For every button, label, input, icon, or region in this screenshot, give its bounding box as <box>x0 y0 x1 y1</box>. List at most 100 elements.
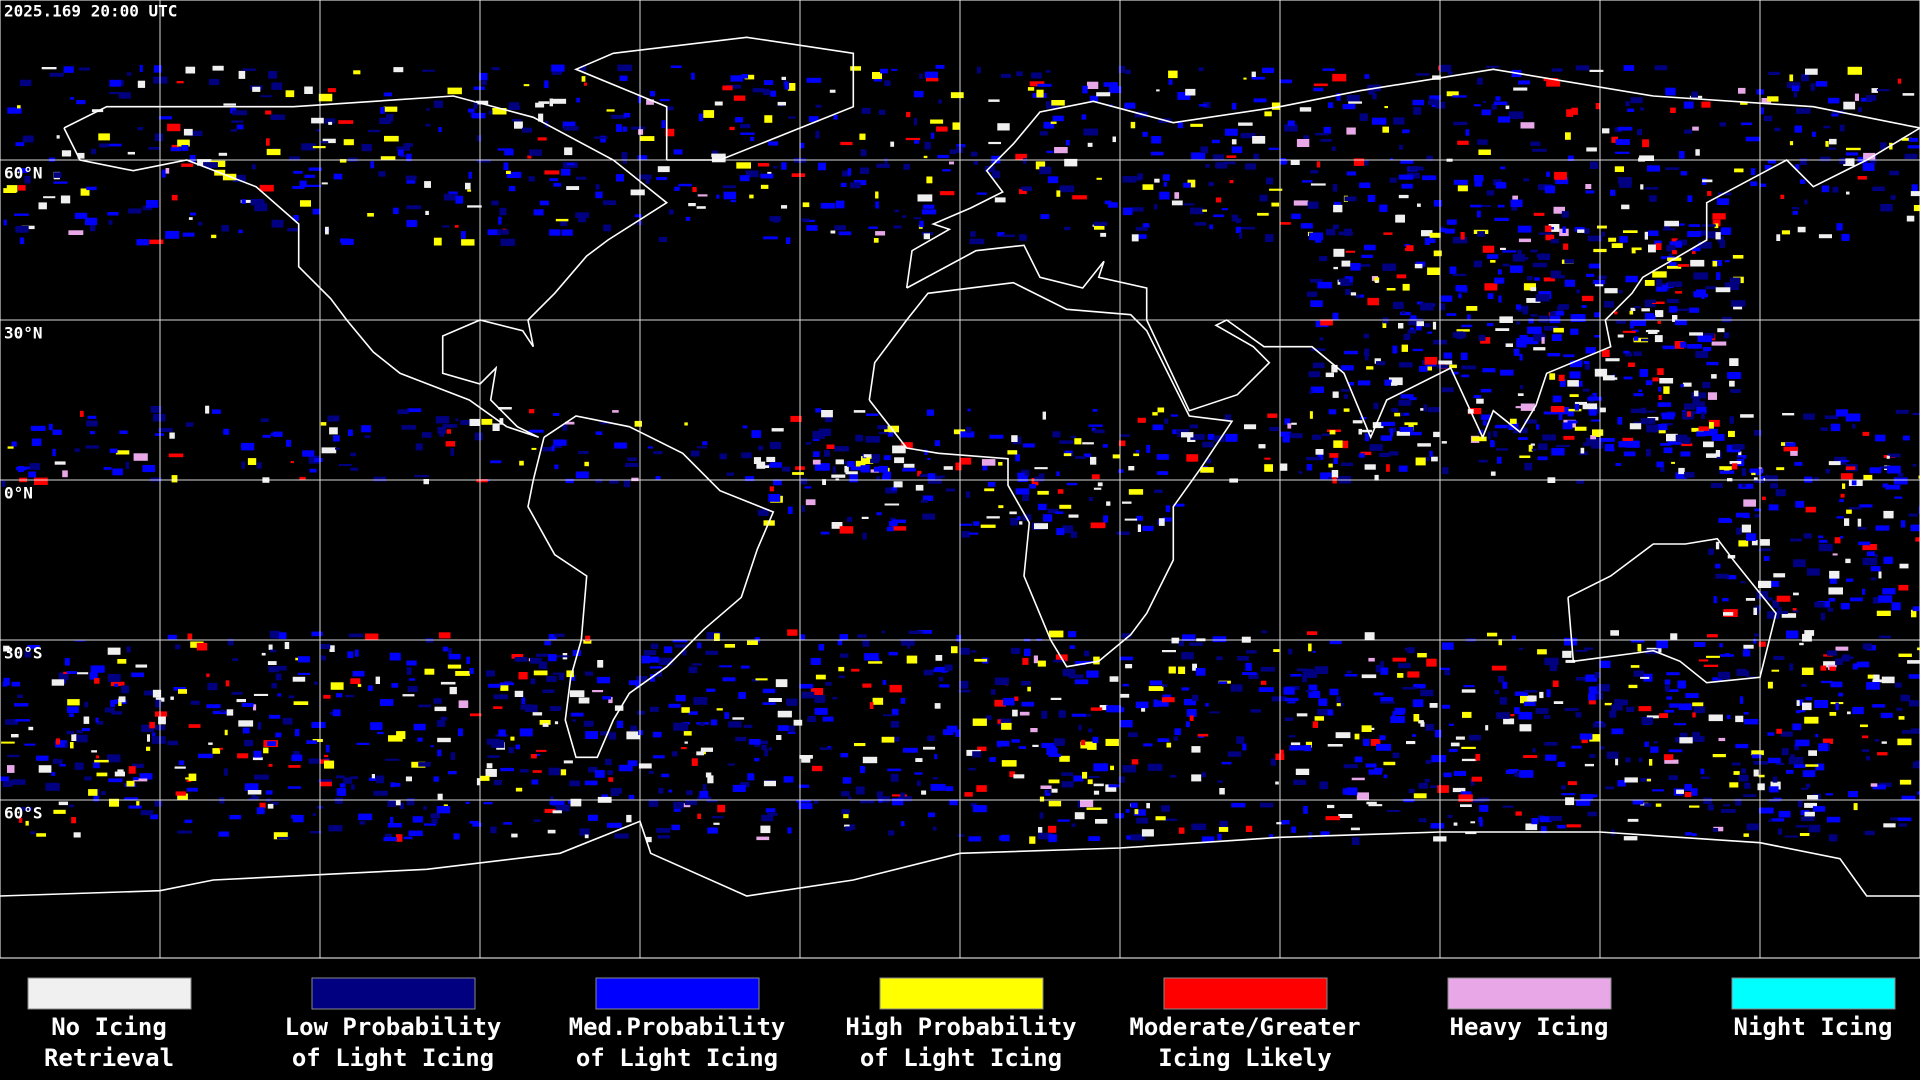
icing-pixel <box>891 526 907 531</box>
icing-pixel <box>976 192 987 195</box>
icing-pixel <box>1283 687 1295 695</box>
icing-pixel <box>719 665 732 668</box>
icing-pixel <box>658 237 667 242</box>
icing-pixel <box>1302 671 1317 678</box>
icing-pixel <box>764 115 773 123</box>
icing-pixel <box>973 521 980 526</box>
icing-pixel <box>926 409 934 416</box>
icing-pixel <box>1698 230 1709 236</box>
icing-pixel <box>177 139 190 147</box>
icing-pixel <box>1703 347 1712 352</box>
icing-pixel <box>109 79 122 87</box>
icing-pixel <box>1580 447 1585 454</box>
icing-pixel <box>1675 223 1685 226</box>
icing-pixel <box>1039 812 1044 819</box>
icing-pixel <box>1319 781 1328 790</box>
icing-pixel <box>59 764 66 767</box>
icing-pixel <box>396 834 403 842</box>
icing-pixel <box>218 152 228 156</box>
icing-pixel <box>1010 518 1019 526</box>
icing-pixel <box>1702 179 1713 183</box>
icing-pixel <box>7 765 15 773</box>
icing-pixel <box>1703 441 1714 448</box>
icing-pixel <box>117 659 127 664</box>
icing-pixel <box>476 100 489 105</box>
icing-pixel <box>1692 712 1696 718</box>
icing-pixel <box>1723 612 1734 616</box>
icing-pixel <box>1303 135 1310 141</box>
icing-pixel <box>309 831 322 834</box>
map-frame <box>0 0 1920 959</box>
icing-pixel <box>1410 315 1417 320</box>
icing-pixel <box>83 716 90 724</box>
icing-pixel <box>890 773 899 782</box>
icing-pixel <box>1323 126 1331 134</box>
icing-pixel <box>648 656 659 663</box>
icing-pixel <box>1306 291 1318 297</box>
icing-pixel <box>1801 816 1815 822</box>
icing-pixel <box>1413 683 1426 689</box>
icing-pixel <box>551 445 555 452</box>
icing-pixel <box>1169 775 1177 778</box>
legend-swatch <box>27 977 192 1010</box>
icing-pixel <box>845 471 858 475</box>
icing-pixel <box>728 721 742 728</box>
icing-pixel <box>562 121 576 129</box>
icing-pixel <box>1400 311 1411 316</box>
icing-pixel <box>990 689 996 695</box>
icing-pixel <box>560 769 567 776</box>
icing-pixel <box>1692 126 1699 131</box>
icing-pixel <box>831 474 846 478</box>
icing-pixel <box>1396 274 1407 279</box>
icing-pixel <box>860 800 875 804</box>
icing-pixel <box>1776 234 1781 241</box>
icing-pixel <box>561 168 571 176</box>
icing-pixel <box>158 716 166 725</box>
icing-pixel <box>499 682 514 686</box>
icing-pixel <box>1602 128 1610 134</box>
icing-pixel <box>873 77 882 82</box>
icing-pixel <box>1037 503 1047 511</box>
icing-pixel <box>1760 107 1764 115</box>
icing-pixel <box>1601 349 1610 357</box>
icing-pixel <box>343 139 354 146</box>
icing-pixel <box>1382 263 1397 271</box>
icing-pixel <box>844 465 849 473</box>
icing-pixel <box>763 88 770 96</box>
icing-pixel <box>1680 341 1687 348</box>
icing-pixel <box>1209 711 1220 714</box>
icing-pixel <box>605 758 612 766</box>
icing-pixel <box>1720 227 1732 235</box>
icing-pixel <box>603 224 611 232</box>
icing-pixel <box>705 650 719 655</box>
icing-pixel <box>1581 739 1588 744</box>
icing-pixel <box>939 684 950 688</box>
icing-pixel <box>1680 732 1688 737</box>
icing-pixel <box>634 420 642 427</box>
icing-pixel <box>321 447 337 454</box>
icing-pixel <box>167 123 181 132</box>
icing-pixel <box>1189 424 1198 429</box>
icing-pixel <box>448 771 457 775</box>
icing-pixel <box>1431 103 1438 107</box>
icing-pixel <box>722 677 736 682</box>
icing-pixel <box>530 657 542 664</box>
icing-pixel <box>1639 369 1648 377</box>
icing-pixel <box>1839 124 1845 132</box>
icing-pixel <box>89 225 96 232</box>
icing-pixel <box>1162 650 1176 653</box>
icing-pixel <box>1513 87 1528 91</box>
icing-pixel <box>719 453 727 460</box>
icing-pixel <box>555 218 569 222</box>
icing-pixel <box>1872 704 1886 708</box>
icing-pixel <box>877 425 888 430</box>
icing-pixel <box>819 747 833 750</box>
icing-pixel <box>1470 821 1476 824</box>
icing-pixel <box>609 479 619 484</box>
icing-pixel <box>1439 303 1445 311</box>
icing-pixel <box>551 64 565 72</box>
icing-pixel <box>209 78 220 86</box>
icing-pixel <box>554 633 565 638</box>
icing-pixel <box>1640 778 1652 782</box>
icing-pixel <box>24 176 31 184</box>
